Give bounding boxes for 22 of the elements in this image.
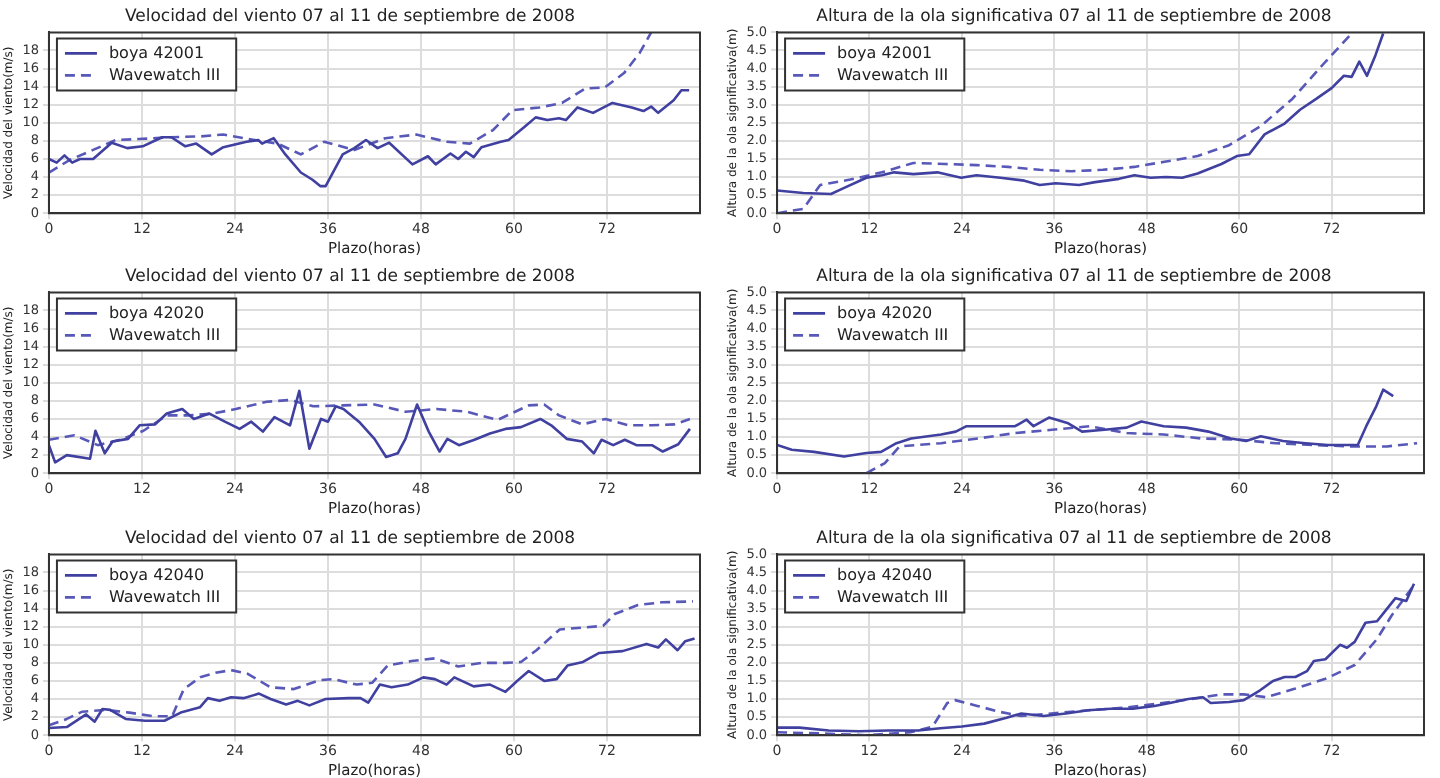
legend-label: boya 42020 (837, 304, 933, 323)
legend-label: boya 42040 (837, 564, 933, 583)
chart-title: Velocidad del viento 07 al 11 de septiembre de 2008 (124, 267, 576, 288)
legend-label: boya 42001 (108, 43, 205, 62)
legend-label: Wavewatch III (108, 326, 221, 345)
line-series (48, 599, 695, 726)
legend-label: boya 42001 (837, 43, 933, 62)
legend-label: boya 42040 (108, 564, 205, 583)
legend-label: Wavewatch III (837, 326, 949, 345)
chart-title: Altura de la ola significativa 07 al 11 de septiembre de 2008 (816, 6, 1332, 27)
line-series (48, 399, 692, 448)
chart-title: Altura de la ola significativa 07 al 11 de septiembre de 2008 (816, 527, 1332, 548)
legend-label: boya 42020 (108, 304, 205, 323)
chart-title: Altura de la ola significativa 07 al 11 de septiembre de 2008 (816, 267, 1332, 288)
line-series (865, 425, 1419, 474)
legend-label: Wavewatch III (837, 586, 949, 605)
legend-label: Wavewatch III (837, 65, 949, 84)
chart-title: Velocidad del viento 07 al 11 de septiembre de 2008 (124, 527, 576, 548)
legend-label: Wavewatch III (108, 65, 221, 84)
legend-label: Wavewatch III (108, 586, 221, 605)
line-series (48, 32, 653, 174)
chart-title: Velocidad del viento 07 al 11 de septiembre de 2008 (124, 6, 576, 27)
